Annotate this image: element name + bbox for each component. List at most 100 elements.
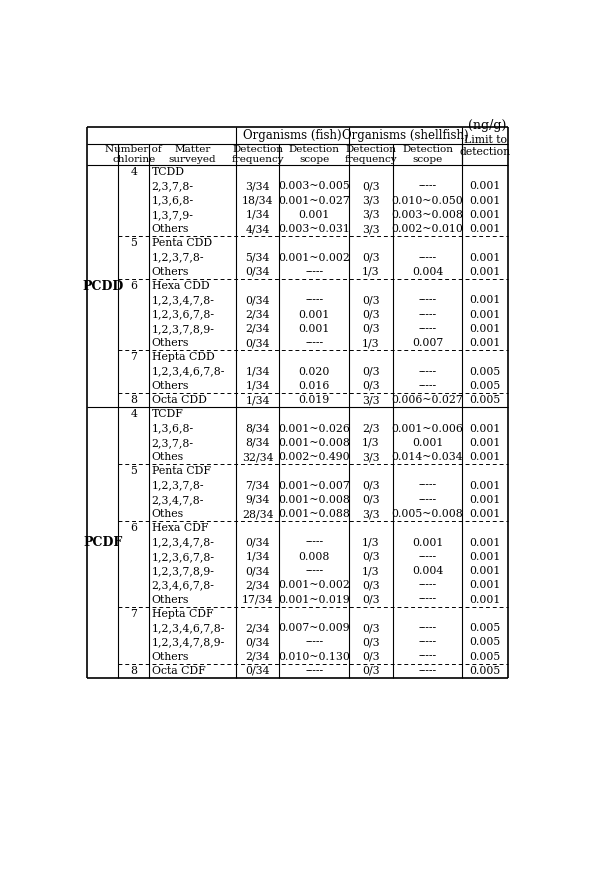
- Text: 28/34: 28/34: [242, 509, 273, 519]
- Text: -----: -----: [419, 594, 437, 605]
- Text: Penta CDF: Penta CDF: [152, 466, 211, 476]
- Text: 2,3,4,6,7,8-: 2,3,4,6,7,8-: [152, 580, 214, 591]
- Text: 1/3: 1/3: [362, 438, 380, 448]
- Text: 2,3,4,7,8-: 2,3,4,7,8-: [152, 495, 204, 505]
- Text: 1,2,3,6,7,8-: 1,2,3,6,7,8-: [152, 310, 215, 319]
- Text: 2/34: 2/34: [246, 310, 270, 319]
- Text: 0.001: 0.001: [469, 267, 500, 276]
- Text: PCDF: PCDF: [83, 536, 122, 549]
- Text: 5: 5: [130, 466, 137, 476]
- Text: 0.001: 0.001: [469, 452, 500, 462]
- Text: 0.007~0.009: 0.007~0.009: [278, 623, 350, 633]
- Text: 0.001: 0.001: [469, 438, 500, 448]
- Text: -----: -----: [419, 495, 437, 505]
- Text: Number of
chlorine: Number of chlorine: [105, 144, 162, 164]
- Text: -----: -----: [419, 552, 437, 562]
- Text: PCDD: PCDD: [82, 280, 123, 292]
- Text: -----: -----: [419, 253, 437, 262]
- Text: 0.001: 0.001: [469, 424, 500, 434]
- Text: 0.010~0.050: 0.010~0.050: [391, 196, 463, 206]
- Text: -----: -----: [306, 637, 324, 648]
- Text: 0/3: 0/3: [362, 552, 380, 562]
- Text: -----: -----: [419, 310, 437, 319]
- Text: 4: 4: [130, 167, 137, 177]
- Text: 0.016: 0.016: [299, 381, 330, 391]
- Text: 5/34: 5/34: [246, 253, 270, 262]
- Text: 0.002~0.490: 0.002~0.490: [278, 452, 350, 462]
- Text: Organisms (shellfish): Organisms (shellfish): [342, 129, 469, 142]
- Text: 0.005: 0.005: [469, 637, 500, 648]
- Text: 0/3: 0/3: [362, 181, 380, 192]
- Text: 8/34: 8/34: [246, 438, 270, 448]
- Text: 2,3,7,8-: 2,3,7,8-: [152, 438, 194, 448]
- Text: Detection
scope: Detection scope: [402, 144, 453, 164]
- Text: -----: -----: [419, 181, 437, 192]
- Text: 0.001: 0.001: [469, 580, 500, 591]
- Text: -----: -----: [419, 324, 437, 334]
- Text: 0.001: 0.001: [469, 509, 500, 519]
- Text: 8/34: 8/34: [246, 424, 270, 434]
- Text: 7/34: 7/34: [246, 480, 270, 491]
- Text: 0.001~0.008: 0.001~0.008: [278, 495, 350, 505]
- Text: Hexa CDF: Hexa CDF: [152, 523, 208, 533]
- Text: -----: -----: [419, 480, 437, 491]
- Text: Detection
scope: Detection scope: [289, 144, 340, 164]
- Text: 0.005: 0.005: [469, 666, 500, 676]
- Text: 0.005: 0.005: [469, 396, 500, 405]
- Text: Othes: Othes: [152, 452, 184, 462]
- Text: Hexa CDD: Hexa CDD: [152, 281, 209, 291]
- Text: 3/3: 3/3: [362, 224, 380, 234]
- Text: 0/3: 0/3: [362, 253, 380, 262]
- Text: Organisms (fish): Organisms (fish): [243, 129, 342, 142]
- Text: 0.008: 0.008: [299, 552, 330, 562]
- Text: 0.001: 0.001: [469, 296, 500, 305]
- Text: 0/3: 0/3: [362, 637, 380, 648]
- Text: -----: -----: [419, 367, 437, 376]
- Text: 0.001~0.088: 0.001~0.088: [278, 509, 350, 519]
- Text: -----: -----: [419, 652, 437, 662]
- Text: 1/34: 1/34: [246, 396, 270, 405]
- Text: 0.001: 0.001: [469, 253, 500, 262]
- Text: 9/34: 9/34: [246, 495, 270, 505]
- Text: Others: Others: [152, 338, 189, 348]
- Text: 0.001: 0.001: [469, 224, 500, 234]
- Text: 3/34: 3/34: [246, 181, 270, 192]
- Text: Octa CDD: Octa CDD: [152, 396, 206, 405]
- Text: 0.004: 0.004: [412, 267, 443, 276]
- Text: 1/3: 1/3: [362, 566, 380, 576]
- Text: -----: -----: [306, 296, 324, 305]
- Text: 0.001: 0.001: [469, 594, 500, 605]
- Text: Hepta CDF: Hepta CDF: [152, 609, 213, 619]
- Text: 1,3,6,8-: 1,3,6,8-: [152, 424, 194, 434]
- Text: 0/34: 0/34: [246, 637, 270, 648]
- Text: -----: -----: [306, 566, 324, 576]
- Text: 3/3: 3/3: [362, 210, 380, 220]
- Text: 6: 6: [130, 281, 137, 291]
- Text: 0.001~0.019: 0.001~0.019: [278, 594, 350, 605]
- Text: Octa CDF: Octa CDF: [152, 666, 205, 676]
- Text: 2/34: 2/34: [246, 623, 270, 633]
- Text: 0/34: 0/34: [246, 338, 270, 348]
- Text: 3/3: 3/3: [362, 509, 380, 519]
- Text: 0/3: 0/3: [362, 324, 380, 334]
- Text: Others: Others: [152, 652, 189, 662]
- Text: 8: 8: [130, 396, 137, 405]
- Text: 0.001: 0.001: [469, 566, 500, 576]
- Text: 2/34: 2/34: [246, 580, 270, 591]
- Text: 1,2,3,7,8-: 1,2,3,7,8-: [152, 480, 204, 491]
- Text: 32/34: 32/34: [242, 452, 273, 462]
- Text: 0.001~0.002: 0.001~0.002: [278, 580, 350, 591]
- Text: 0.001: 0.001: [469, 181, 500, 192]
- Text: 0.019: 0.019: [299, 396, 330, 405]
- Text: 1,2,3,4,6,7,8-: 1,2,3,4,6,7,8-: [152, 623, 225, 633]
- Text: 0.003~0.031: 0.003~0.031: [278, 224, 350, 234]
- Text: -----: -----: [306, 267, 324, 276]
- Text: Detection
frequency: Detection frequency: [345, 144, 397, 164]
- Text: 0.001~0.007: 0.001~0.007: [278, 480, 350, 491]
- Text: 0/3: 0/3: [362, 495, 380, 505]
- Text: 0.001: 0.001: [299, 210, 330, 220]
- Text: 6: 6: [130, 523, 137, 533]
- Text: 3/3: 3/3: [362, 452, 380, 462]
- Text: 0/3: 0/3: [362, 594, 380, 605]
- Text: 4/34: 4/34: [246, 224, 270, 234]
